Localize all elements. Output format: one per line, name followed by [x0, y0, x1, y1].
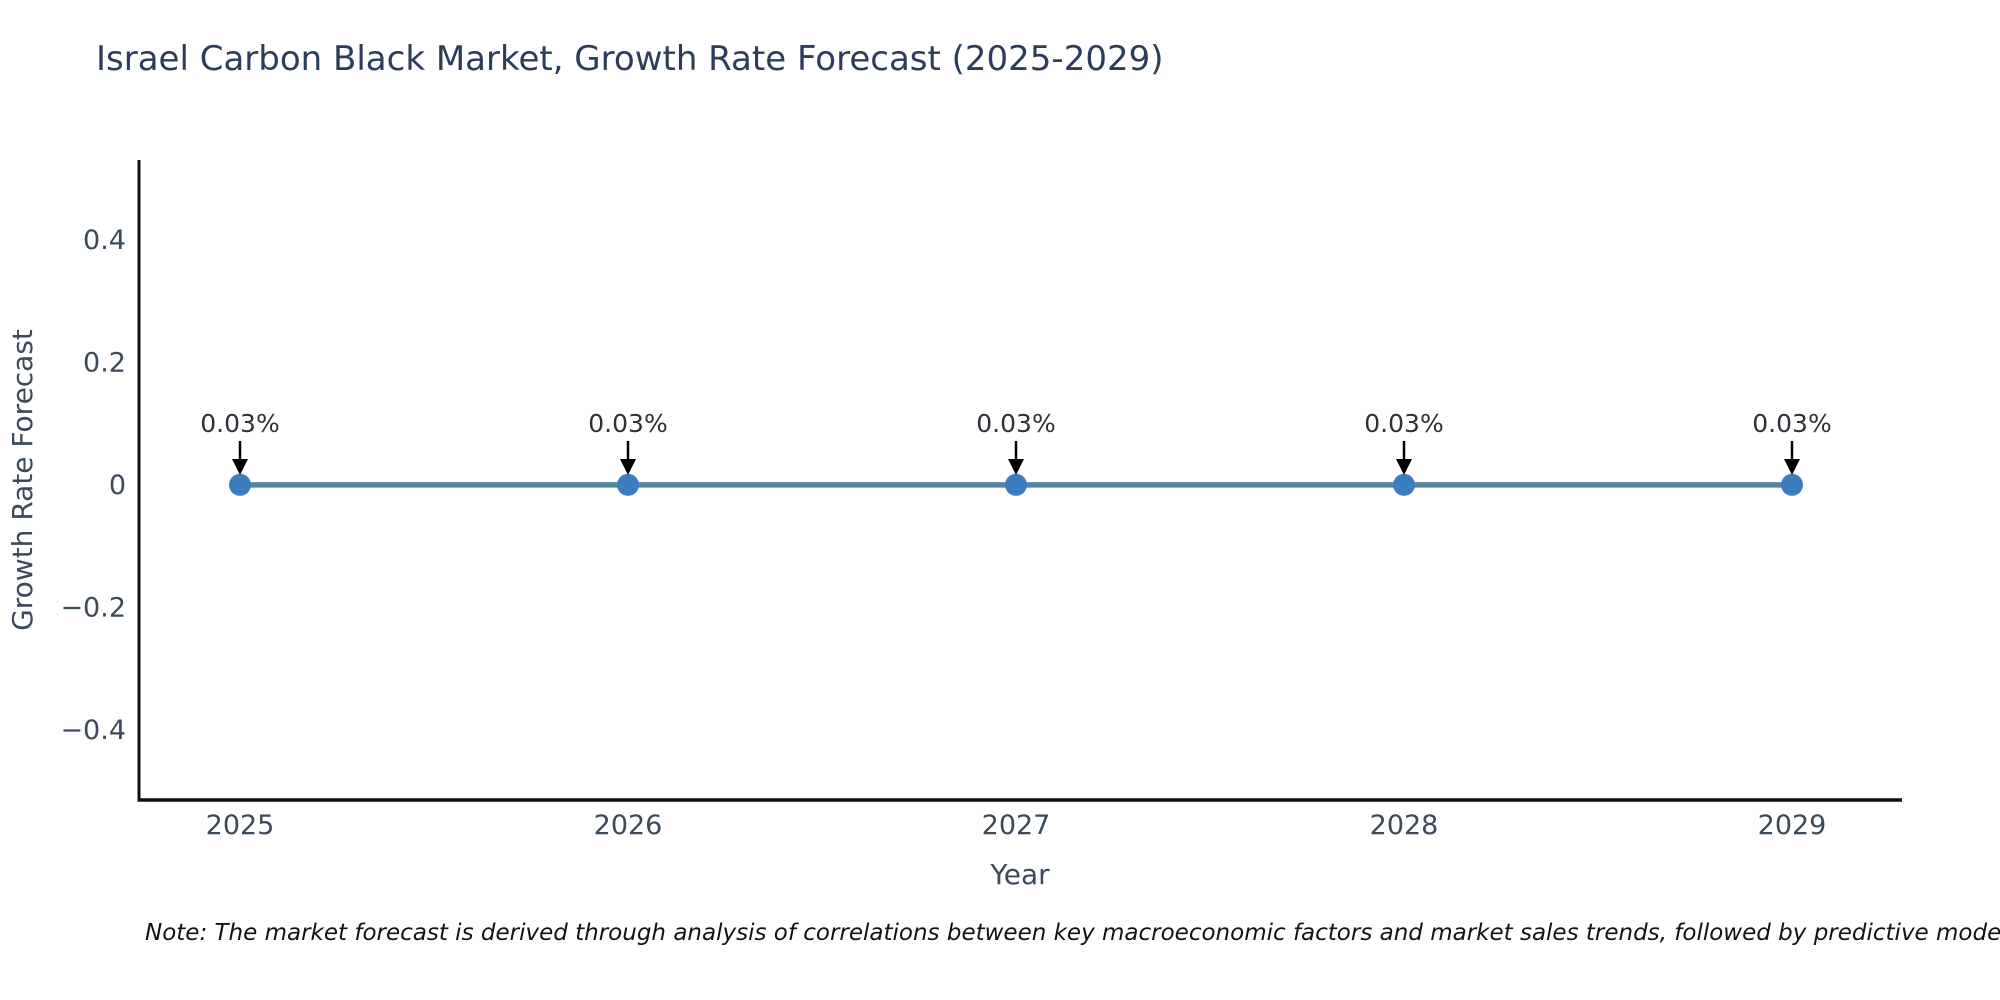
annotation-arrowhead-icon: [232, 459, 248, 475]
value-annotation: 0.03%: [976, 409, 1055, 438]
x-tick-label: 2029: [1758, 810, 1827, 841]
annotations: 0.03% 0.03% 0.03% 0.03% 0.03%: [200, 409, 1832, 475]
x-axis-ticks: 2025 2026 2027 2028 2029: [206, 810, 1827, 841]
data-point-marker: [1393, 473, 1415, 496]
y-tick-label: 0.4: [83, 225, 126, 256]
y-tick-label: −0.4: [60, 715, 126, 746]
annotation-arrowhead-icon: [1396, 459, 1412, 475]
x-tick-label: 2025: [206, 810, 275, 841]
data-point-marker: [1781, 473, 1803, 496]
axes: [137, 160, 1902, 802]
x-axis-title: Year: [989, 858, 1050, 891]
annotation-arrowhead-icon: [620, 459, 636, 475]
footnote: Note: The market forecast is derived thr…: [145, 920, 2000, 946]
y-tick-label: −0.2: [60, 593, 126, 624]
chart-title: Israel Carbon Black Market, Growth Rate …: [96, 39, 1163, 79]
y-axis-ticks: 0.4 0.2 0 −0.2 −0.4: [60, 225, 126, 746]
y-axis-title: Growth Rate Forecast: [6, 329, 39, 631]
value-annotation: 0.03%: [1364, 409, 1443, 438]
y-tick-label: 0: [109, 470, 126, 501]
data-series: [229, 473, 1803, 496]
annotation-arrowhead-icon: [1784, 459, 1800, 475]
annotation-arrowhead-icon: [1008, 459, 1024, 475]
data-point-marker: [617, 473, 639, 496]
x-tick-label: 2026: [594, 810, 663, 841]
data-point-marker: [1005, 473, 1027, 496]
data-point-marker: [229, 473, 251, 496]
value-annotation: 0.03%: [588, 409, 667, 438]
value-annotation: 0.03%: [200, 409, 279, 438]
y-tick-label: 0.2: [83, 348, 126, 379]
x-tick-label: 2028: [1370, 810, 1439, 841]
x-tick-label: 2027: [982, 810, 1051, 841]
value-annotation: 0.03%: [1752, 409, 1831, 438]
